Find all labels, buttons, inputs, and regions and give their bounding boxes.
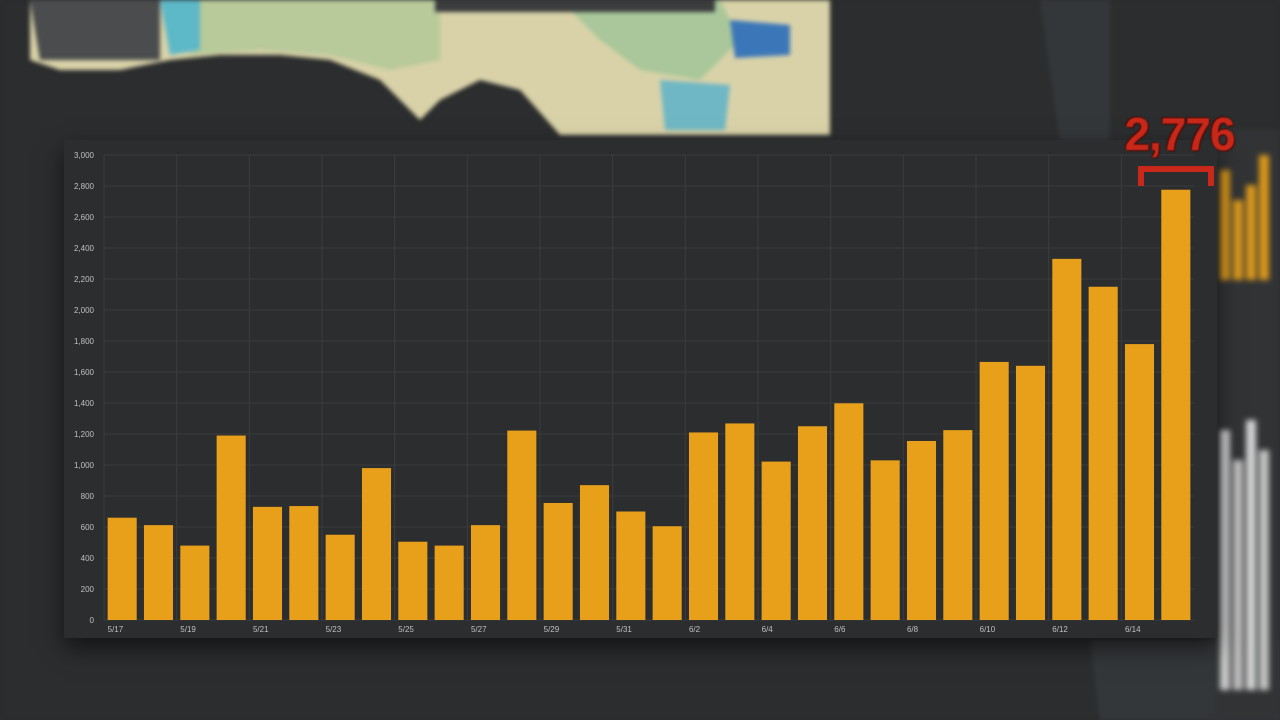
bracket-icon xyxy=(1138,166,1214,186)
y-tick-label: 1,200 xyxy=(74,430,95,439)
bar-5/29 xyxy=(543,502,573,620)
bar-5/24 xyxy=(361,468,392,620)
y-tick-label: 200 xyxy=(81,585,95,594)
y-tick-label: 400 xyxy=(81,554,95,563)
x-tick-label: 5/19 xyxy=(180,625,196,634)
bar-6/15 xyxy=(1161,189,1191,620)
chart-panel: 0 200 400 600 800 1,000 1,200 1,400 1,600 1,800 2,… xyxy=(64,140,1217,638)
background-side-chart xyxy=(1215,130,1280,720)
bar-6/11 xyxy=(1015,365,1046,620)
y-tick-label: 800 xyxy=(81,492,95,501)
bar-6/2 xyxy=(688,432,719,620)
bar-6/10 xyxy=(979,361,1009,620)
bar-5/26 xyxy=(434,545,464,620)
bar-6/6 xyxy=(834,403,864,620)
bar-5/17 xyxy=(107,517,137,620)
highlight-value-label: 2,776 xyxy=(1124,108,1235,160)
y-tick-label: 2,600 xyxy=(74,213,95,222)
x-tick-label: 5/27 xyxy=(471,625,487,634)
bar-6/9 xyxy=(943,430,973,620)
x-tick-label: 5/25 xyxy=(398,625,414,634)
bar-5/18 xyxy=(143,525,174,620)
bar-6/4 xyxy=(761,461,791,620)
x-tick-label: 5/21 xyxy=(253,625,269,634)
y-tick-label: 1,400 xyxy=(74,399,95,408)
bar-5/31 xyxy=(616,511,646,620)
bar-6/12 xyxy=(1052,258,1082,620)
y-tick-label: 2,800 xyxy=(74,182,95,191)
y-tick-label: 2,000 xyxy=(74,306,95,315)
x-tick-label: 6/8 xyxy=(907,625,919,634)
x-tick-label: 5/17 xyxy=(108,625,124,634)
y-tick-label: 2,200 xyxy=(74,275,95,284)
bar-5/23 xyxy=(325,534,355,620)
x-tick-label: 5/31 xyxy=(616,625,632,634)
x-tick-label: 6/10 xyxy=(980,625,996,634)
bar-6/7 xyxy=(870,460,900,620)
y-tick-label: 1,800 xyxy=(74,337,95,346)
y-tick-label: 1,000 xyxy=(74,461,95,470)
y-tick-label: 600 xyxy=(81,523,95,532)
bar-5/30 xyxy=(579,485,610,620)
x-tick-label: 6/4 xyxy=(762,625,774,634)
bar-6/1 xyxy=(652,526,682,620)
bar-5/25 xyxy=(398,541,428,620)
y-tick-label: 0 xyxy=(90,616,95,625)
bar-5/19 xyxy=(180,545,210,620)
y-tick-label: 3,000 xyxy=(74,151,95,160)
x-tick-label: 5/23 xyxy=(326,625,342,634)
x-tick-label: 6/14 xyxy=(1125,625,1141,634)
bar-5/21 xyxy=(252,506,283,620)
y-tick-label: 2,400 xyxy=(74,244,95,253)
bar-6/13 xyxy=(1088,286,1118,620)
x-tick-label: 6/2 xyxy=(689,625,701,634)
highlight-callout: 2,776 xyxy=(1112,108,1247,192)
bar-chart: 0 200 400 600 800 1,000 1,200 1,400 1,600 1,800 2,… xyxy=(74,151,1194,634)
x-tick-label: 6/12 xyxy=(1052,625,1068,634)
bar-5/20 xyxy=(216,435,246,620)
bar-5/22 xyxy=(289,506,319,620)
bar-6/3 xyxy=(725,423,755,620)
x-tick-label: 5/29 xyxy=(544,625,560,634)
bar-6/5 xyxy=(797,426,828,620)
bar-6/14 xyxy=(1124,344,1155,620)
y-tick-label: 1,600 xyxy=(74,368,95,377)
x-tick-label: 6/6 xyxy=(834,625,846,634)
bar-5/28 xyxy=(507,430,537,620)
bar-5/27 xyxy=(470,525,501,620)
bar-6/8 xyxy=(906,440,937,620)
